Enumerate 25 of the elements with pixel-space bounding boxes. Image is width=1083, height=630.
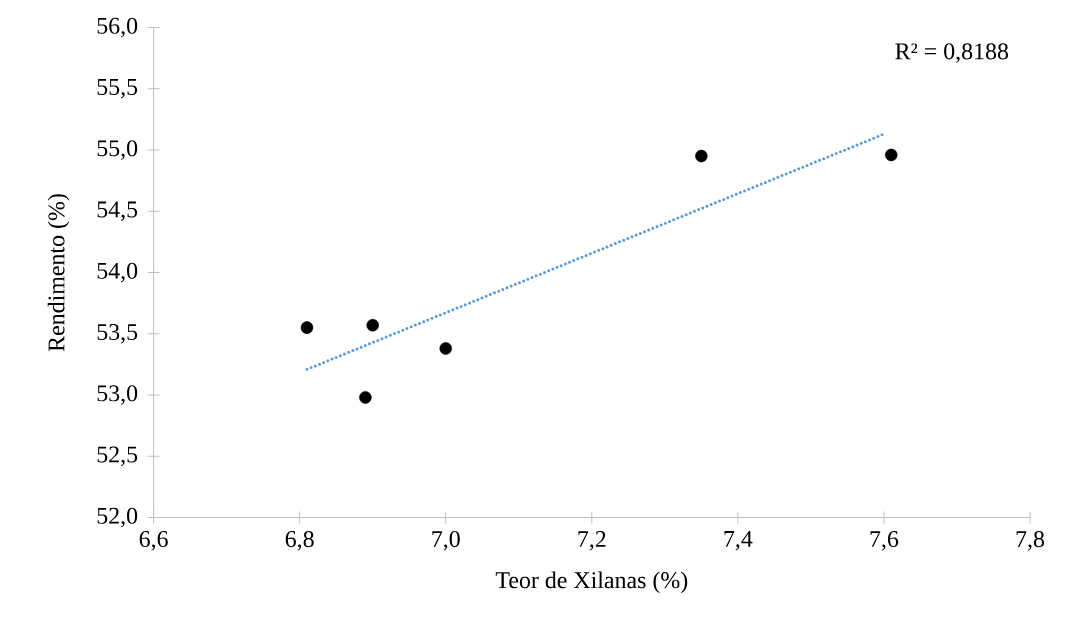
y-tick-label: 52,5 [97,446,138,466]
y-tick-label: 54,0 [97,262,138,283]
annotation: R² = 0,8188 [895,43,1009,63]
x-tick-label: 7,0 [432,531,460,551]
x-tick-label: 7,8 [1016,531,1045,551]
x-tick-label: 7,4 [724,531,753,551]
y-tick-label: 55,0 [97,140,138,160]
x-tick-label: 6,8 [285,531,314,551]
y-tick-label: 53,0 [97,385,138,405]
y-tick-label: 54,5 [97,201,138,221]
point [695,149,708,163]
x-tick-label: 7,2 [578,531,606,551]
point [300,321,314,334]
x-tick-label: 7,6 [870,531,899,551]
point [439,342,452,355]
point [366,318,379,332]
y-tick-label: 56,0 [97,17,138,38]
y-axis-title: Rendimento (%) [47,194,70,352]
x-axis-title: Teor de Xilanas (%) [495,571,688,594]
point [885,148,898,162]
y-tick-label: 53,5 [97,324,138,344]
point [359,391,372,404]
y-tick-label: 52,0 [97,507,138,528]
x-tick-label: 6,6 [139,531,168,551]
y-tick-label: 55,5 [97,79,138,99]
